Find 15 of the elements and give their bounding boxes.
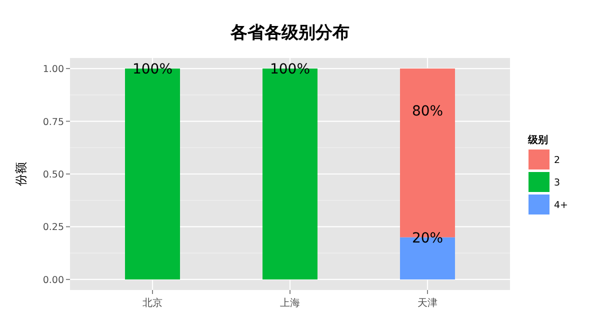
legend-label: 3: [554, 178, 560, 188]
text: 0.25: [42, 222, 64, 234]
text: 0.00: [42, 274, 64, 286]
x-tick-label: 上海: [280, 297, 300, 309]
legend-label: 2: [554, 155, 560, 166]
y-axis-title: 份额: [14, 162, 28, 186]
legend-title: 级别: [527, 134, 548, 146]
data-label: 80%: [412, 104, 444, 120]
x-tick-label: 北京: [142, 297, 162, 309]
text: 0.50: [42, 170, 64, 180]
legend-label: 4+: [554, 200, 568, 211]
text: 1.00: [42, 64, 64, 76]
x-tick-label: 天津: [418, 297, 438, 309]
chart-title: 各省各级别分布: [230, 23, 350, 43]
text: 0.75: [42, 116, 64, 128]
